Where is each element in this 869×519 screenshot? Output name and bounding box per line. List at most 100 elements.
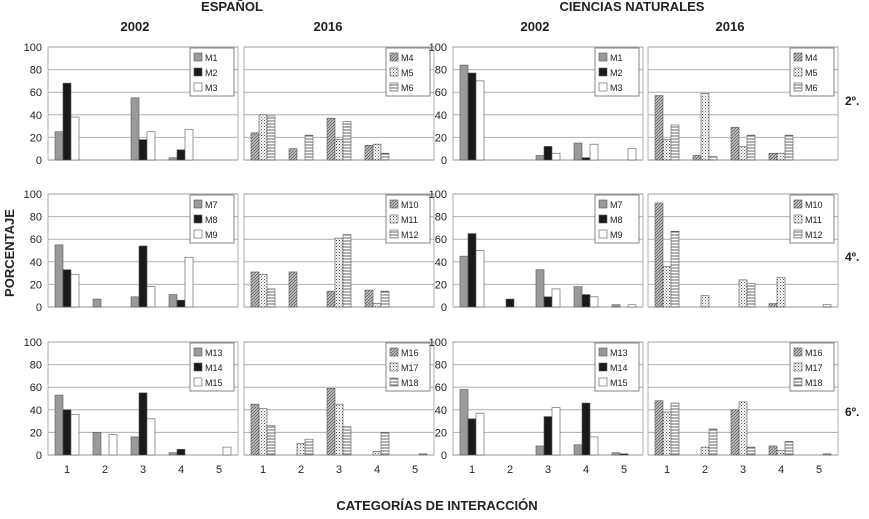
- panel-3-3: 0 20 40 60 80 100 1 2 3 4 5 M13 M14 M15: [429, 337, 644, 476]
- subject-title-espanol: ESPAÑOL: [201, 0, 263, 14]
- legend-swatch: [793, 214, 803, 224]
- x-tick-label: 1: [664, 464, 670, 476]
- y-tick-label: 80: [30, 212, 42, 224]
- bar-M8-cat4: [581, 294, 591, 308]
- legend-swatch: [389, 229, 399, 239]
- x-tick-label: 5: [621, 464, 627, 476]
- x-tick-label: 5: [816, 464, 822, 476]
- bar-M11-cat1: [662, 266, 672, 308]
- bar-M13-cat1: [54, 394, 64, 456]
- bar-M18-cat2: [304, 438, 314, 456]
- bar-M11-cat3: [738, 279, 748, 308]
- y-tick-label: 40: [30, 405, 42, 417]
- x-tick-label: 2: [298, 464, 304, 476]
- bar-M16-cat1: [250, 403, 260, 456]
- year-header-ciencias-2002: 2002: [521, 19, 550, 34]
- legend-swatch: [793, 229, 803, 239]
- legend-label: M15: [610, 378, 628, 388]
- legend-label: M15: [205, 378, 223, 388]
- bar-M11-cat2: [700, 295, 710, 308]
- legend-label: M9: [205, 230, 218, 240]
- bar-M16-cat4: [768, 445, 778, 456]
- legend-swatch: [389, 67, 399, 77]
- bar-M18-cat1: [670, 402, 680, 456]
- bar-M7-cat5: [611, 304, 621, 308]
- bar-M4-cat1: [250, 132, 260, 161]
- bar-M6-cat3: [746, 134, 756, 161]
- bar-M5-cat3: [738, 146, 748, 161]
- bar-M4-cat3: [326, 117, 336, 161]
- bar-M14-cat4: [581, 402, 591, 456]
- legend-label: M8: [205, 215, 218, 225]
- legend-swatch: [793, 82, 803, 92]
- bar-M8-cat3: [138, 245, 148, 308]
- grade-label-6: 6º.: [845, 405, 859, 419]
- panel-2-3: 0 20 40 60 80 100 M7 M8 M9: [429, 189, 644, 314]
- panel-3-2: 1 2 3 4 5 M16 M17 M18: [243, 341, 435, 476]
- y-tick-label: 40: [435, 257, 447, 269]
- bar-M1-cat4: [573, 142, 583, 161]
- bar-M2-cat3: [138, 139, 148, 161]
- legend-label: M9: [610, 230, 623, 240]
- legend-label: M4: [401, 53, 414, 63]
- legend-swatch: [389, 377, 399, 387]
- y-tick-label: 20: [435, 279, 447, 291]
- bar-M6-cat4: [784, 134, 794, 161]
- bar-M6-cat2: [304, 134, 314, 161]
- x-tick-label: 3: [740, 464, 746, 476]
- bar-M16-cat3: [730, 409, 740, 456]
- legend-swatch: [793, 67, 803, 77]
- x-tick-label: 1: [469, 464, 475, 476]
- x-tick-label: 4: [178, 464, 184, 476]
- panel-3-4: 1 2 3 4 5 M16 M17 M18: [647, 341, 839, 476]
- panel-3-1: 0 20 40 60 80 100 1 2 3 4 5 M13 M14 M15: [24, 337, 239, 476]
- bar-M7-cat2: [92, 298, 102, 308]
- bar-M7-cat3: [535, 269, 545, 308]
- bar-M14-cat1: [467, 418, 477, 456]
- year-header-ciencias-2016: 2016: [716, 19, 745, 34]
- y-tick-label: 0: [441, 450, 447, 462]
- y-tick-label: 100: [429, 337, 447, 349]
- y-tick-label: 40: [30, 257, 42, 269]
- y-tick-label: 0: [36, 450, 42, 462]
- bar-M2-cat4: [176, 149, 186, 161]
- bar-M15-cat3: [146, 418, 156, 456]
- bar-M8-cat1: [62, 269, 72, 308]
- bar-M13-cat4: [573, 444, 583, 456]
- legend-label: M2: [610, 68, 623, 78]
- legend-swatch: [389, 214, 399, 224]
- y-tick-label: 60: [435, 87, 447, 99]
- legend-label: M7: [610, 200, 623, 210]
- bar-M3-cat3: [146, 131, 156, 161]
- legend-label: M13: [610, 348, 628, 358]
- legend-label: M17: [805, 363, 823, 373]
- bar-M18-cat2: [708, 428, 718, 456]
- legend-swatch: [193, 214, 203, 224]
- legend-swatch: [793, 199, 803, 209]
- bar-M1-cat1: [459, 64, 469, 161]
- bar-M18-cat4: [380, 432, 390, 456]
- bar-M3-cat1: [475, 80, 485, 161]
- bar-M1-cat3: [130, 97, 140, 161]
- bar-M3-cat3: [551, 152, 561, 161]
- bar-M15-cat1: [475, 412, 485, 456]
- legend-swatch: [598, 214, 608, 224]
- y-tick-label: 0: [441, 155, 447, 167]
- bar-M18-cat5: [418, 453, 428, 456]
- x-tick-label: 2: [507, 464, 513, 476]
- x-tick-label: 4: [374, 464, 380, 476]
- bar-M5-cat1: [258, 114, 268, 161]
- x-tick-label: 4: [583, 464, 589, 476]
- grade-label-4: 4º.: [845, 250, 859, 264]
- x-tick-label: 3: [140, 464, 146, 476]
- x-tick-label: 1: [260, 464, 266, 476]
- bar-M13-cat4: [168, 452, 178, 456]
- bar-M15-cat3: [551, 407, 561, 456]
- bar-M4-cat2: [692, 155, 702, 161]
- y-tick-label: 0: [36, 302, 42, 314]
- legend-swatch: [389, 362, 399, 372]
- y-tick-label: 100: [429, 189, 447, 201]
- y-tick-label: 60: [30, 234, 42, 246]
- legend-swatch: [598, 199, 608, 209]
